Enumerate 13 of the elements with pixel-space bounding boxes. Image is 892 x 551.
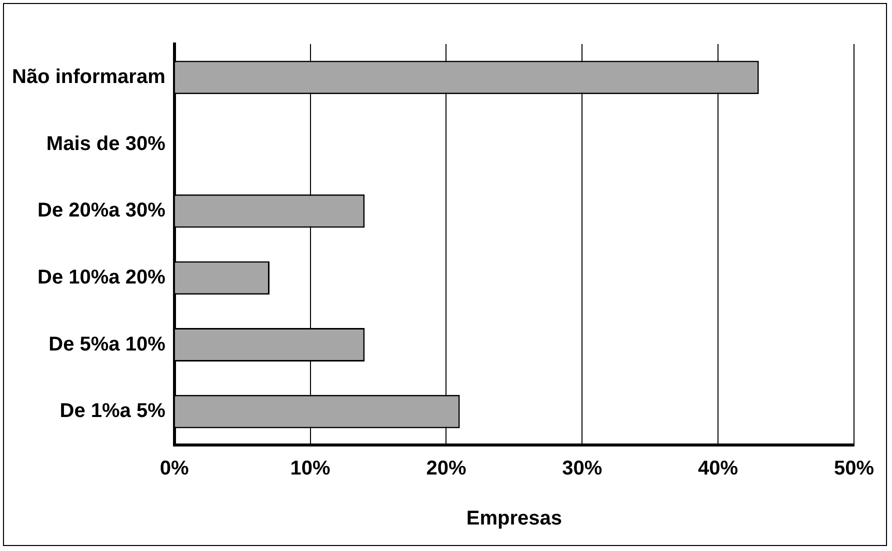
- y-tick-label: De 20%a 30%: [37, 200, 166, 222]
- x-tick-label: 50%: [834, 458, 874, 480]
- x-tick-label: 40%: [698, 458, 738, 480]
- y-tick-label: Não informaram: [12, 66, 166, 88]
- y-tick-label: Mais de 30%: [46, 132, 166, 155]
- x-tick-label: 30%: [562, 458, 602, 480]
- y-tick-label: De 5%a 10%: [48, 333, 166, 356]
- x-tick-label: 10%: [290, 458, 331, 480]
- y-tick-label: De 1%a 5%: [60, 400, 166, 422]
- y-tick-label: De 10%a 20%: [37, 266, 166, 288]
- x-tick-label: 0%: [160, 458, 190, 480]
- x-tick-label: 20%: [426, 458, 466, 480]
- x-axis-title: Empresas: [466, 508, 562, 530]
